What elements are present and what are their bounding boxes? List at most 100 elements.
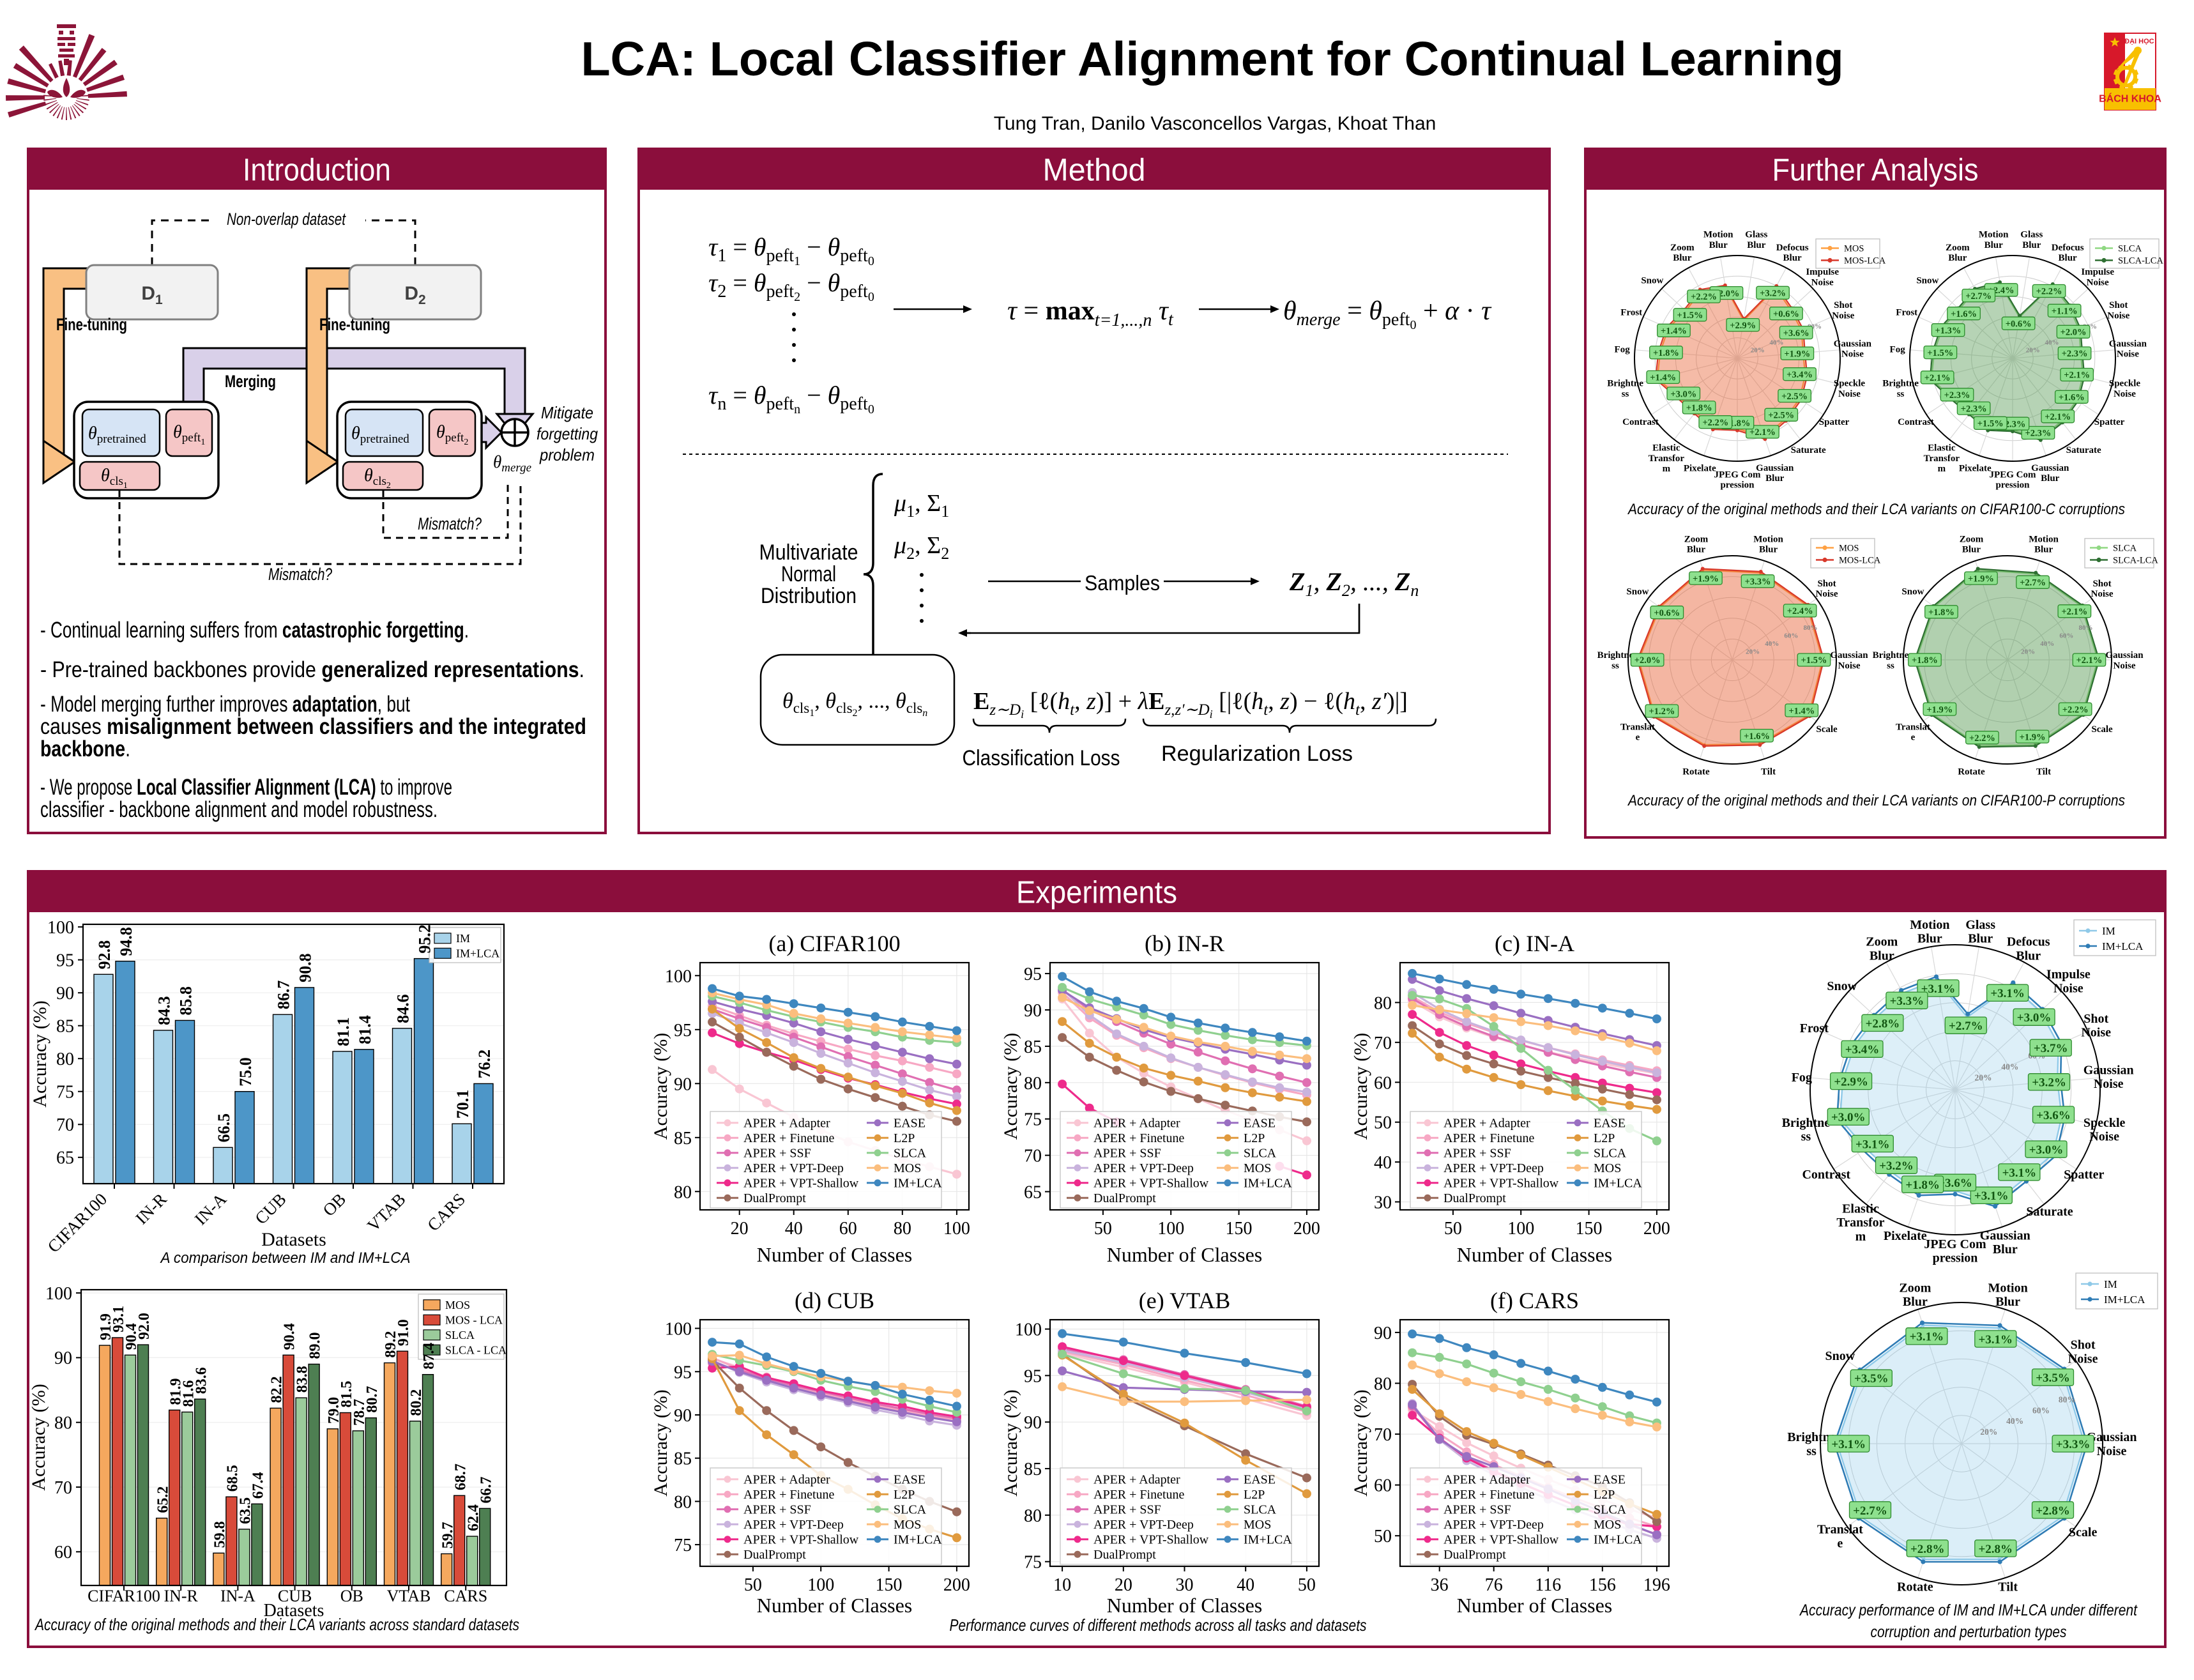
svg-text:70: 70 <box>54 1478 72 1498</box>
svg-text:Classification Loss: Classification Loss <box>963 746 1120 770</box>
svg-text:CARS: CARS <box>444 1587 487 1605</box>
svg-text:(c) IN-A: (c) IN-A <box>1495 931 1574 956</box>
svg-text:59.8: 59.8 <box>212 1521 229 1548</box>
svg-text:60: 60 <box>839 1219 857 1239</box>
svg-text:Blur: Blur <box>1948 253 1967 263</box>
svg-text:MOS: MOS <box>445 1299 470 1311</box>
svg-text:APER + VPT-Shallow: APER + VPT-Shallow <box>1093 1533 1209 1547</box>
svg-text:100: 100 <box>1015 1320 1042 1340</box>
svg-text:Blur: Blur <box>1903 1295 1928 1309</box>
svg-text:93.1: 93.1 <box>110 1306 127 1333</box>
svg-text:Noise: Noise <box>2114 389 2136 399</box>
svg-text:95: 95 <box>1024 1366 1042 1386</box>
svg-text:95: 95 <box>674 1021 692 1041</box>
svg-text:Pixelate: Pixelate <box>1884 1229 1927 1243</box>
svg-text:DualPrompt: DualPrompt <box>1444 1191 1506 1205</box>
svg-text:92.8: 92.8 <box>95 940 114 970</box>
svg-text:Saturate: Saturate <box>1791 445 1826 455</box>
svg-text:Experiments: Experiments <box>1016 876 1177 910</box>
svg-text:+1.9%: +1.9% <box>1926 705 1953 715</box>
svg-text:+2.3%: +2.3% <box>2025 429 2052 439</box>
svg-text:IM+LCA: IM+LCA <box>1244 1177 1292 1191</box>
svg-text:50: 50 <box>1374 1113 1392 1133</box>
svg-text:APER + Finetune: APER + Finetune <box>743 1488 835 1502</box>
svg-text:70: 70 <box>1374 1425 1392 1445</box>
svg-text:Accuracy (%): Accuracy (%) <box>650 1389 671 1496</box>
svg-text:20: 20 <box>1115 1575 1132 1595</box>
svg-text:pression: pression <box>1720 480 1755 490</box>
svg-text:L2P: L2P <box>1244 1488 1265 1502</box>
svg-text:APER + Finetune: APER + Finetune <box>1093 1131 1185 1145</box>
svg-text:APER + VPT-Deep: APER + VPT-Deep <box>1444 1161 1544 1175</box>
svg-text:+2.3%: +2.3% <box>2062 349 2088 359</box>
svg-text:SLCA: SLCA <box>1244 1503 1277 1517</box>
svg-text:APER + Adapter: APER + Adapter <box>743 1117 830 1131</box>
svg-text:+0.6%: +0.6% <box>1773 309 1799 319</box>
svg-text:Gaussian: Gaussian <box>2087 1430 2137 1444</box>
svg-text:40%: 40% <box>2045 339 2059 346</box>
svg-text:Blur: Blur <box>2041 473 2060 484</box>
svg-text:+3.5%: +3.5% <box>1854 1372 1889 1386</box>
svg-text:Fine-tuning: Fine-tuning <box>56 315 127 334</box>
svg-text:+2.3%: +2.3% <box>1961 404 1987 414</box>
svg-text:IM+LCA: IM+LCA <box>894 1177 942 1191</box>
svg-text:90: 90 <box>674 1406 692 1426</box>
svg-text:81.6: 81.6 <box>180 1380 197 1407</box>
svg-text:Further Analysis: Further Analysis <box>1772 153 1979 188</box>
svg-text:Gaussian: Gaussian <box>2031 463 2069 473</box>
svg-text:Snow: Snow <box>1827 979 1857 993</box>
svg-text:Frost: Frost <box>1620 308 1642 318</box>
svg-text:+2.1%: +2.1% <box>2064 370 2090 381</box>
svg-text:ss: ss <box>1897 389 1905 399</box>
svg-text:Blur: Blur <box>2016 949 2041 963</box>
svg-text:Blur: Blur <box>1783 253 1802 263</box>
svg-text:MOS: MOS <box>1594 1161 1621 1175</box>
svg-text:+2.5%: +2.5% <box>1768 411 1794 421</box>
svg-text:95: 95 <box>674 1363 692 1382</box>
svg-text:100: 100 <box>665 966 692 986</box>
svg-text:+1.6%: +1.6% <box>1951 309 1977 319</box>
svg-text:100: 100 <box>807 1575 834 1595</box>
svg-text:APER + VPT-Deep: APER + VPT-Deep <box>743 1518 844 1532</box>
svg-text:+3.1%: +3.1% <box>2002 1166 2037 1180</box>
svg-text:Brightne: Brightne <box>1787 1430 1836 1444</box>
svg-text:MOS: MOS <box>1244 1518 1271 1532</box>
svg-text:Glass: Glass <box>2020 230 2043 240</box>
svg-text:+3.5%: +3.5% <box>2036 1371 2070 1385</box>
svg-text:Blur: Blur <box>1673 253 1692 263</box>
svg-text:Datasets: Datasets <box>261 1229 326 1250</box>
svg-text:20: 20 <box>731 1219 749 1239</box>
svg-text:EASE: EASE <box>1594 1117 1626 1131</box>
svg-text:μ2, Σ2: μ2, Σ2 <box>894 532 949 563</box>
svg-text:Number of Classes: Number of Classes <box>1457 1594 1613 1617</box>
svg-text:Gaussian: Gaussian <box>2105 650 2144 661</box>
svg-text:pression: pression <box>1933 1251 1978 1265</box>
svg-text:APER + Adapter: APER + Adapter <box>1444 1473 1530 1487</box>
svg-text:Noise: Noise <box>1811 277 1834 287</box>
svg-text:Motion: Motion <box>1979 230 2009 240</box>
svg-text:APER + VPT-Deep: APER + VPT-Deep <box>1093 1518 1194 1532</box>
svg-text:91.0: 91.0 <box>395 1319 412 1346</box>
svg-text:e: e <box>1636 733 1640 743</box>
svg-text:100: 100 <box>1157 1219 1184 1239</box>
svg-text:70.1: 70.1 <box>453 1090 472 1119</box>
svg-text:Motion: Motion <box>2029 534 2059 544</box>
svg-text:65.2: 65.2 <box>155 1486 171 1513</box>
svg-text:IM+LCA: IM+LCA <box>2102 940 2144 952</box>
svg-text:Noise: Noise <box>2117 349 2139 360</box>
svg-text:75.0: 75.0 <box>236 1057 255 1087</box>
svg-text:MOS-LCA: MOS-LCA <box>1839 555 1881 565</box>
svg-text:90: 90 <box>54 1348 72 1368</box>
svg-text:(e) VTAB: (e) VTAB <box>1139 1288 1230 1313</box>
svg-text:Noise: Noise <box>2068 1352 2098 1366</box>
svg-text:+2.8%: +2.8% <box>1978 1543 2013 1556</box>
svg-text:Rotate: Rotate <box>1682 767 1710 777</box>
svg-text:+2.7%: +2.7% <box>1965 291 1992 302</box>
svg-text:APER + SSF: APER + SSF <box>1444 1147 1511 1161</box>
svg-text:40%: 40% <box>1769 339 1783 346</box>
svg-text:+2.5%: +2.5% <box>1781 392 1808 402</box>
svg-text:60%: 60% <box>2032 1405 2050 1415</box>
svg-text:84.3: 84.3 <box>155 996 173 1025</box>
svg-text:196: 196 <box>1643 1575 1670 1595</box>
svg-text:+1.5%: +1.5% <box>1927 348 1953 358</box>
